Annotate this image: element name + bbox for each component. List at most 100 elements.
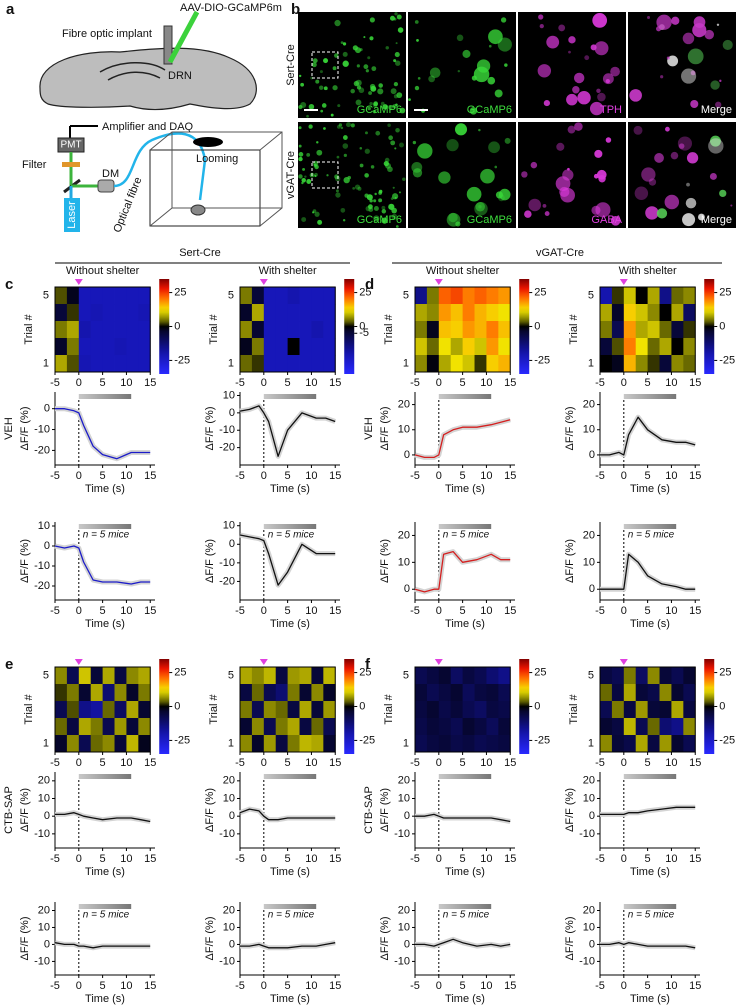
trace [55,408,151,460]
x-tick-label: -5 [50,980,60,992]
x-tick-label: 0 [621,980,627,992]
x-tick-label: 15 [504,377,516,389]
heatmap-cell [611,735,625,753]
heatmap-cell [66,701,80,719]
heatmap-cell [138,718,151,736]
cell [399,107,406,114]
heatmap-cell [438,304,452,322]
cell [417,77,421,80]
heatmap-cell [498,321,511,339]
heatmap-cell [486,321,499,339]
heatmap-cell [462,338,475,356]
cell [555,176,571,191]
cell [373,199,377,203]
y-tick-label: 5 [228,289,234,301]
heatmap-cell [126,701,139,719]
heatmap-cell [102,667,115,685]
colorbar-tick-label: -25 [174,354,190,366]
heatmap-cell [138,321,151,339]
heatmap-cell [114,718,127,736]
panel-letter: f [365,656,371,673]
cell [417,143,433,159]
y-axis-title: ΔF/F (%) [19,406,31,450]
cell [314,211,320,217]
cell [323,127,326,130]
cell [414,85,420,91]
heatmap-cell [311,718,324,736]
heatmap-cell [323,321,336,339]
cell [311,62,317,68]
cell [378,189,383,194]
heatmap-cell [299,667,312,685]
cell [629,89,642,102]
heatmap-cell [659,684,672,702]
heatmap-cell [498,338,511,356]
x-tick-label: -5 [235,980,245,992]
cell [556,142,565,151]
cell [677,136,692,151]
cell [494,165,498,169]
heatmap-cell [240,287,253,305]
x-tick-label: 10 [480,853,492,865]
cell [390,140,396,146]
cell [395,127,400,133]
x-tick-label: 15 [144,980,156,992]
heatmap-cell [474,684,487,702]
heatmap-cell [635,701,649,719]
cell [521,171,528,178]
cell [316,149,323,156]
cell [594,41,609,56]
cell [387,166,393,173]
x-tick-label: 10 [305,980,317,992]
heatmap-cell [600,684,613,702]
heatmap-cell [263,701,277,719]
cell [357,186,362,191]
heatmap-cell [90,287,104,305]
cell [313,163,317,167]
x-tick-label: -5 [410,980,420,992]
x-tick-label: 10 [120,470,132,482]
cell [394,52,400,58]
heatmap-cell [55,718,68,736]
y-axis-title: Trial # [383,314,395,345]
cell [338,123,343,127]
heatmap-cell [659,718,672,736]
cell [363,36,366,39]
x-tick-label: 5 [100,377,106,389]
cell [337,125,341,129]
heatmap-cell [114,735,127,753]
heatmap-cell [240,735,253,753]
x-tick-label: -5 [410,377,420,389]
heatmap-cell [90,701,104,719]
heatmap-cell [263,735,277,753]
x-tick-label: 15 [689,605,701,617]
row-label: VEH [363,417,375,440]
cell [365,69,369,73]
cell [306,179,312,184]
heatmap-cell [90,684,104,702]
laser-box [64,198,80,232]
cell [488,141,500,154]
label: DRN [168,70,192,82]
heatmap-cell [78,735,92,753]
heatmap-cell [415,338,428,356]
x-tick-label: -5 [595,980,605,992]
heatmap-cell [611,338,625,356]
y-tick-label: -10 [34,560,50,572]
x-tick-label: 0 [436,980,442,992]
heatmap-cell [498,304,511,322]
heatmap-cell [323,355,336,373]
y-axis-title: ΔF/F (%) [379,916,391,960]
heatmap-cell [114,321,127,339]
cell [610,216,621,226]
cell [315,79,320,84]
heatmap-cell [635,667,649,685]
y-tick-label: -20 [219,442,235,454]
n-label: n = 5 mice [83,910,130,921]
looming-onset [259,279,268,285]
cell [678,143,685,149]
cell [382,104,388,110]
y-axis-title: ΔF/F (%) [204,539,216,583]
x-tick-label: 5 [645,980,651,992]
x-tick-label: 5 [460,377,466,389]
